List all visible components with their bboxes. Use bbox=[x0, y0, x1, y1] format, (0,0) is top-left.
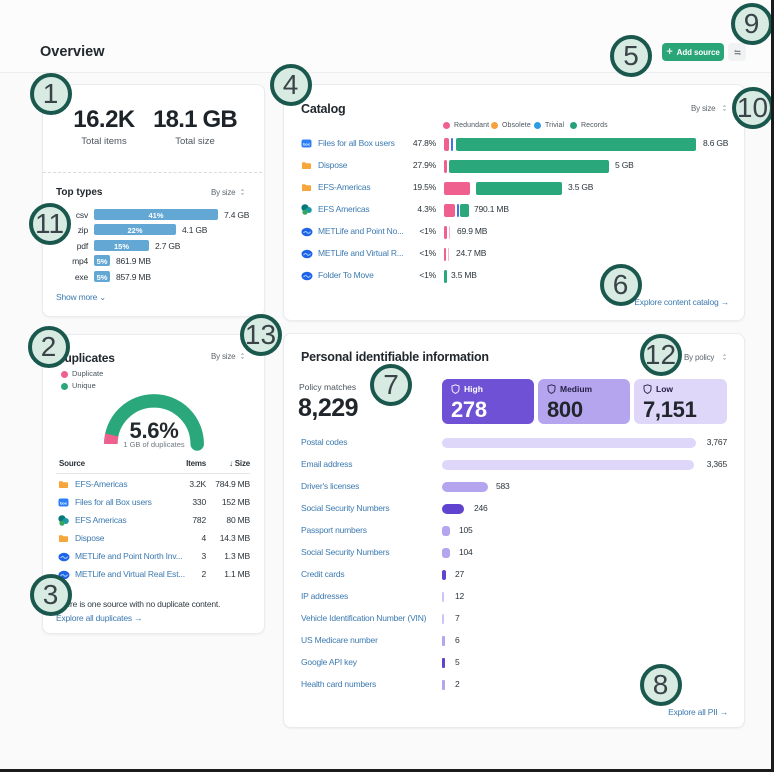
svg-text:box: box bbox=[303, 142, 311, 146]
svg-text:box: box bbox=[60, 501, 68, 505]
